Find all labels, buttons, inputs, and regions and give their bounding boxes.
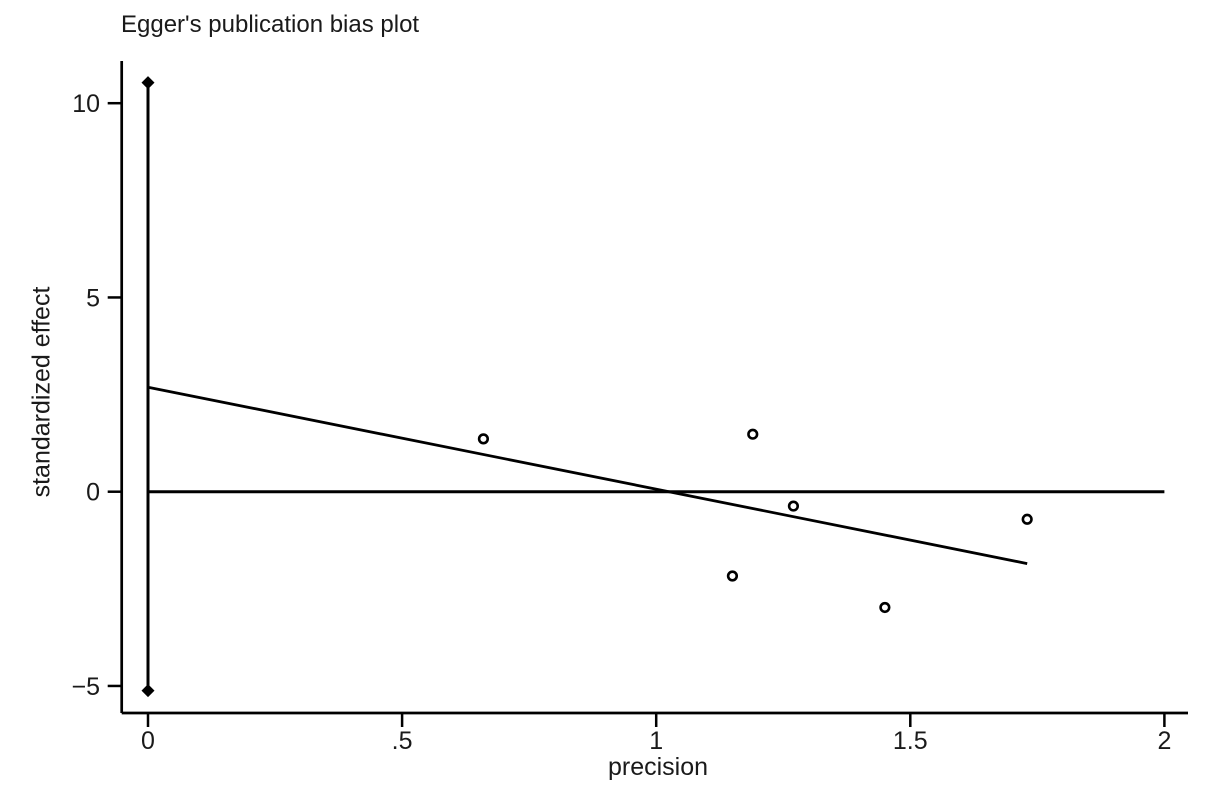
- x-tick-label-0: 0: [141, 727, 155, 755]
- data-point-6: [1021, 513, 1033, 525]
- x-axis-title: precision: [607, 753, 709, 781]
- y-tick-label--5: −5: [71, 673, 100, 701]
- y-tick-label-10: 10: [72, 90, 100, 118]
- x-tick-label-1.5: 1.5: [893, 727, 928, 755]
- intercept-ci-diamond-bottom: [141, 684, 155, 698]
- data-point-4: [726, 570, 739, 582]
- y-tick-label-0: 0: [86, 479, 100, 507]
- x-tick-label-0.5: .5: [392, 727, 413, 755]
- x-tick-label-2: 2: [1157, 727, 1171, 755]
- data-point-5: [879, 601, 891, 614]
- data-point-3: [787, 500, 800, 512]
- intercept-ci-diamond-top: [141, 76, 155, 90]
- data-point-1: [477, 433, 490, 445]
- egger-regression-line: [147, 385, 1028, 565]
- x-tick-label-1: 1: [649, 727, 663, 755]
- y-tick-label-5: 5: [86, 284, 100, 312]
- chart-title: Egger's publication bias plot: [121, 11, 420, 38]
- data-point-2: [747, 428, 759, 440]
